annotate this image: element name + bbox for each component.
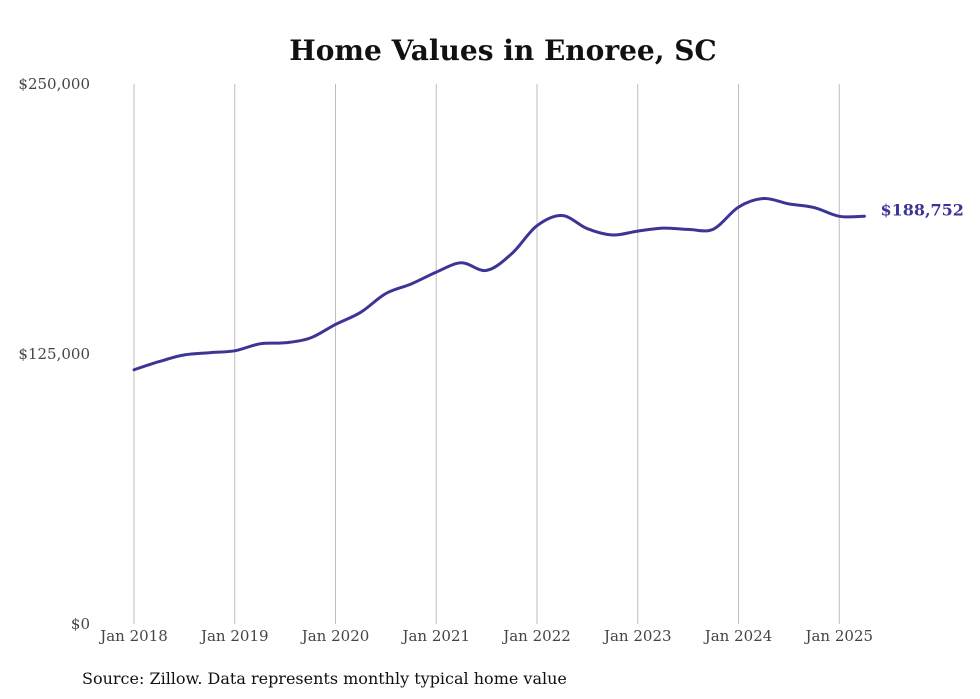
x-tick-label: Jan 2020 [300,627,370,645]
x-tick-label: Jan 2021 [400,627,470,645]
end-value-label: $188,752 [880,200,964,219]
y-axis-ticks: $0 $125,000 $250,000 [18,75,90,633]
x-tick-label: Jan 2024 [703,627,773,645]
x-tick-label: Jan 2018 [98,627,168,645]
y-tick-label: $250,000 [18,75,90,93]
home-value-series-line [132,196,866,372]
x-tick-label: Jan 2025 [803,627,873,645]
x-tick-label: Jan 2019 [199,627,269,645]
x-tick-label: Jan 2022 [501,627,571,645]
chart-title: Home Values in Enoree, SC [289,34,716,67]
source-note: Source: Zillow. Data represents monthly … [82,669,567,688]
y-tick-label: $125,000 [18,345,90,363]
y-tick-label: $0 [71,615,90,633]
x-tick-label: Jan 2023 [602,627,672,645]
x-axis-ticks: Jan 2018 Jan 2019 Jan 2020 Jan 2021 Jan 2022… [98,627,873,645]
grid-lines [133,84,840,624]
